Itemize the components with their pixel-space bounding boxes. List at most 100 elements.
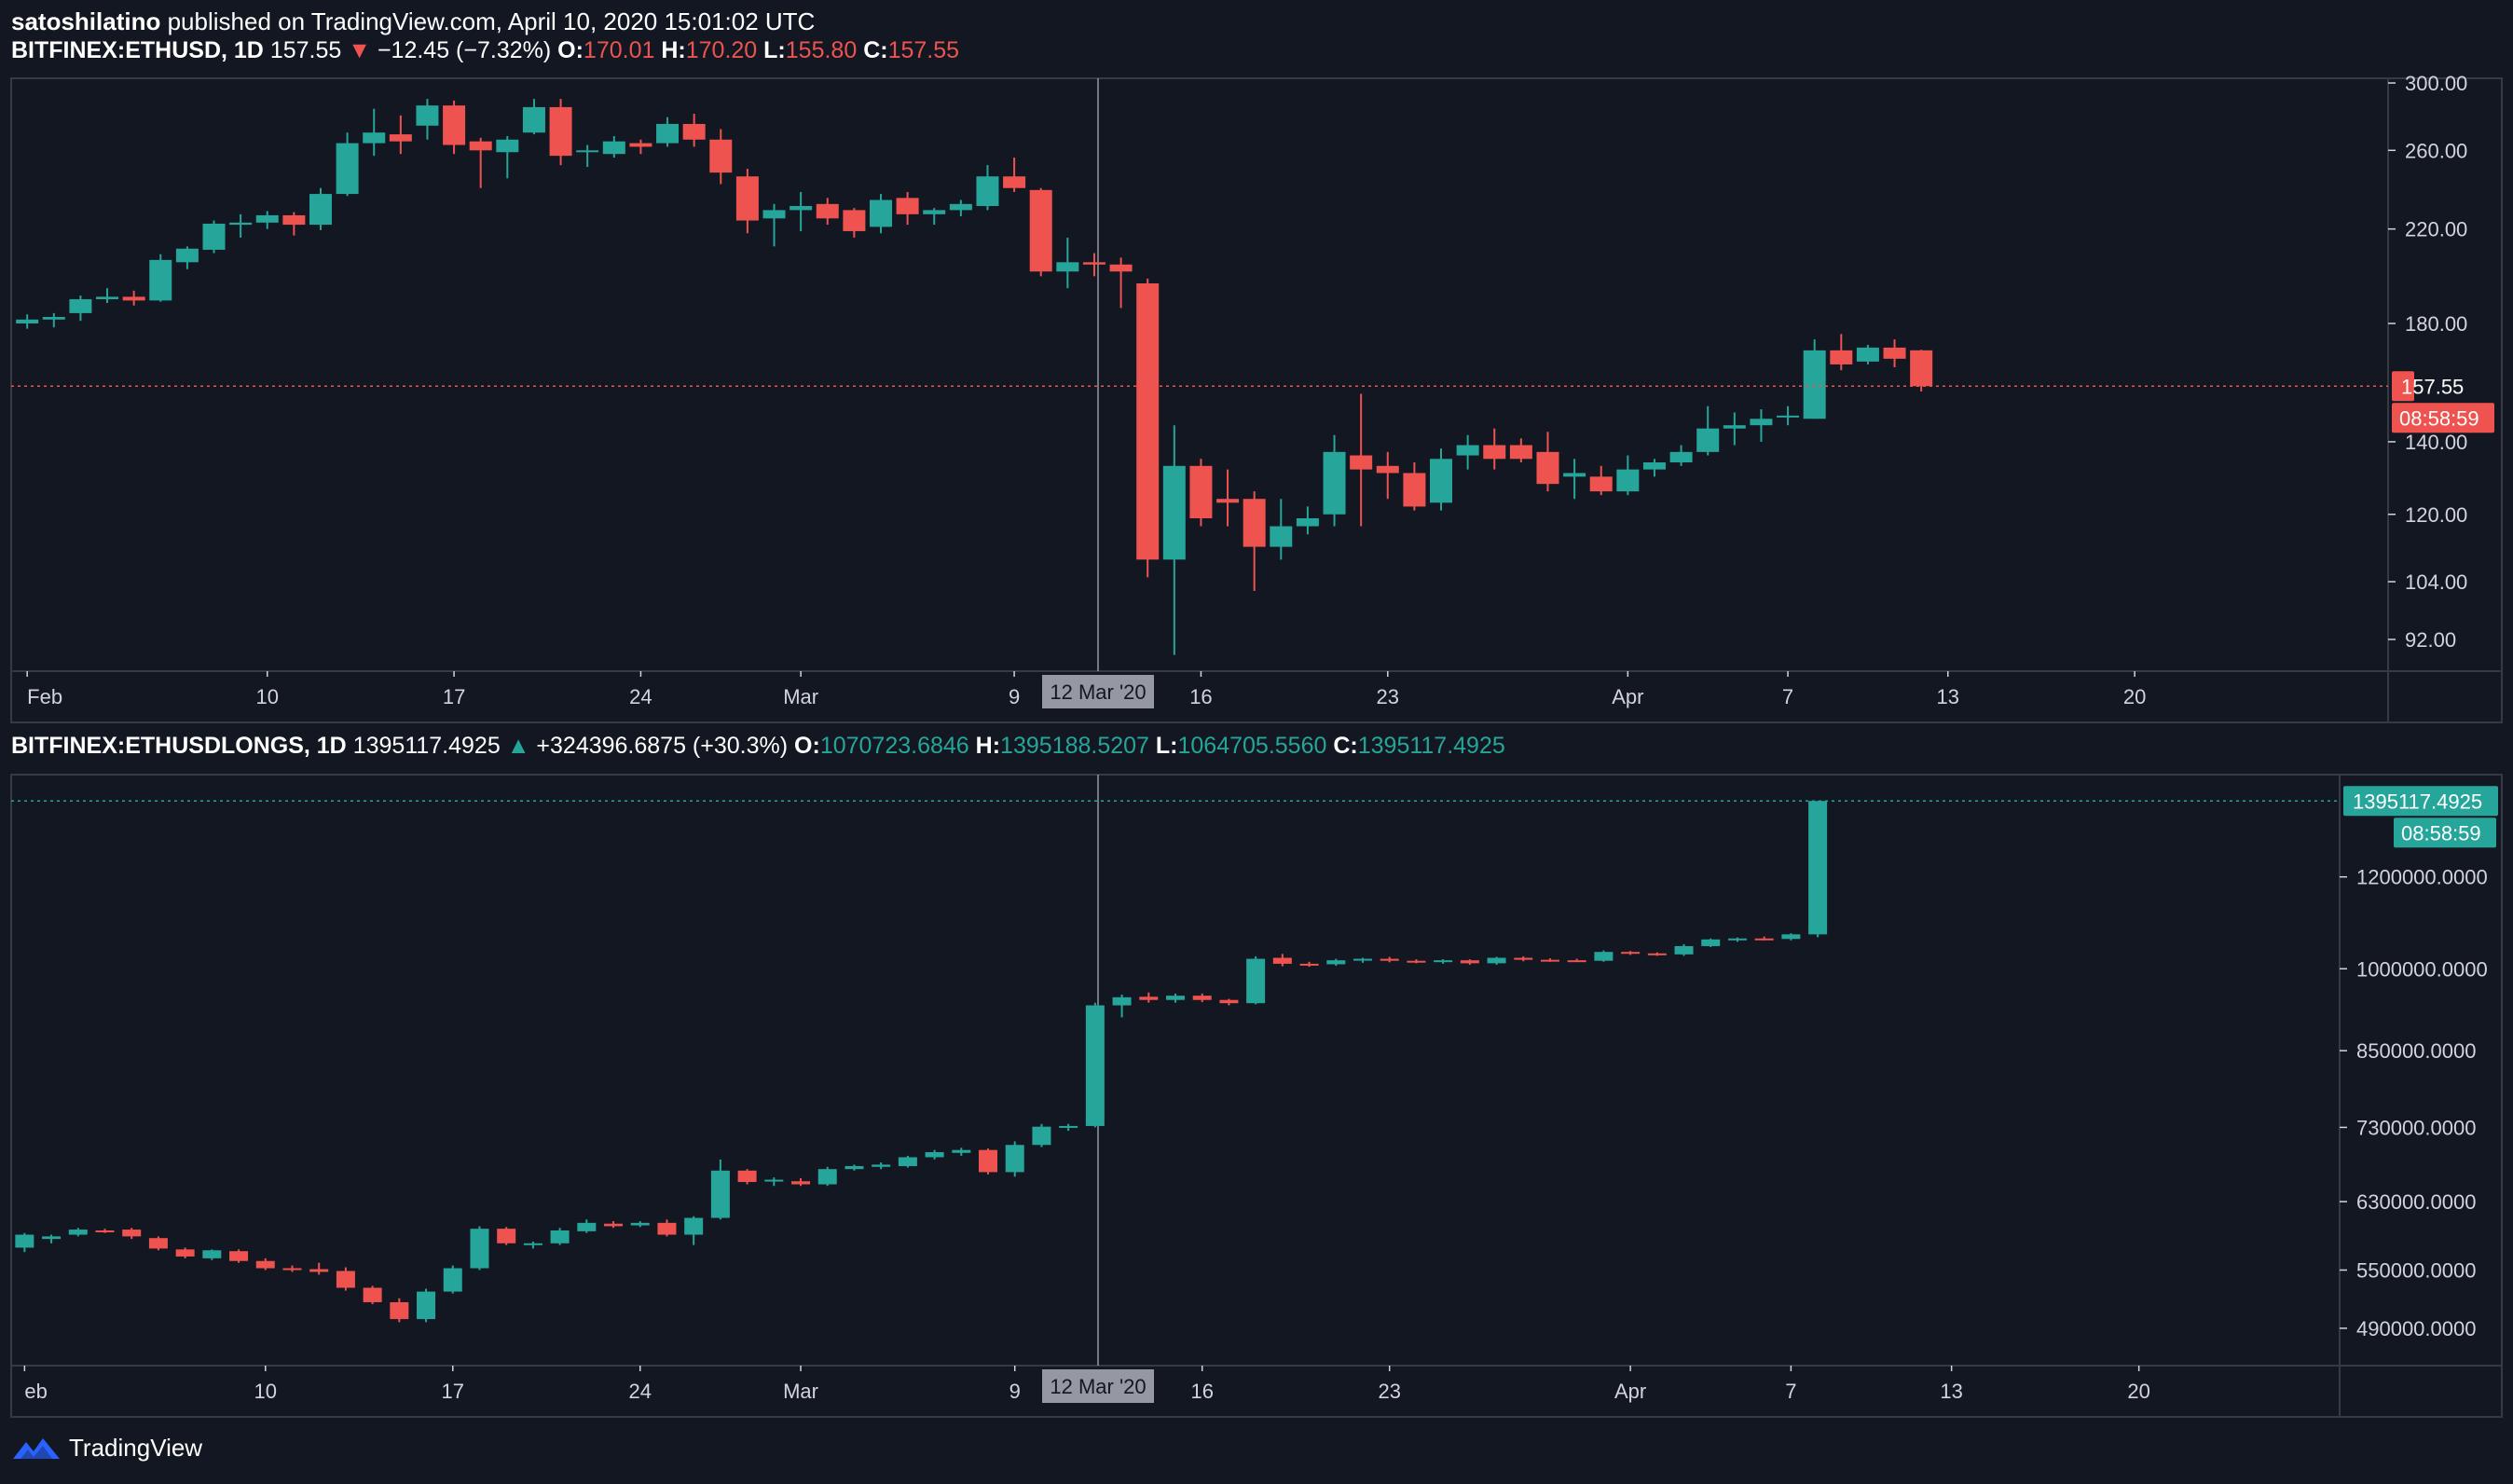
symbol-label[interactable]: BITFINEX:ETHUSD, 1D: [11, 37, 264, 63]
candle-body: [684, 1217, 704, 1235]
last-value: 1395117.4925: [352, 733, 501, 759]
candle-body: [1323, 451, 1346, 515]
x-tick-label: 16: [1190, 1380, 1213, 1403]
candle: [1407, 959, 1426, 964]
candle: [1085, 1002, 1105, 1128]
candle: [1727, 937, 1747, 942]
candle: [682, 114, 706, 147]
x-tick-label: 17: [442, 1380, 464, 1403]
candle-body: [1669, 451, 1693, 463]
close-value: 157.55: [887, 37, 960, 63]
candle: [762, 203, 786, 247]
candle-body: [1589, 476, 1613, 492]
candle-body: [336, 1271, 355, 1288]
candle-body: [96, 296, 119, 300]
candle-body: [1403, 473, 1426, 507]
candle: [336, 132, 359, 197]
candle: [175, 1247, 195, 1258]
candle: [96, 288, 119, 304]
low-value: 1064705.5560: [1177, 733, 1327, 759]
x-tick-label: 9: [1009, 685, 1020, 708]
symbol-label[interactable]: BITFINEX:ETHUSDLONGS, 1D: [11, 733, 347, 759]
x-tick-label: 23: [1378, 1380, 1400, 1403]
y-tick-label: 730000.0000: [2356, 1116, 2476, 1139]
candle-body: [1005, 1145, 1024, 1173]
tradingview-logo[interactable]: TradingView: [11, 1434, 202, 1463]
candle-body: [416, 105, 439, 126]
publish-text: published on TradingView.com, April 10, …: [167, 7, 816, 35]
x-tick-label: 17: [443, 685, 465, 708]
candle-body: [1139, 996, 1159, 1000]
y-tick-label: 1200000.0000: [2356, 866, 2488, 889]
candle: [1460, 959, 1479, 965]
x-tick-label: Mar: [783, 1380, 818, 1403]
candle-body: [1032, 1126, 1051, 1146]
x-tick-label: 24: [629, 685, 652, 708]
candle-body: [1376, 465, 1399, 474]
candle: [42, 1234, 62, 1244]
candle-body: [1219, 999, 1239, 1004]
y-tick-label: 300.00: [2405, 72, 2467, 95]
candle: [1380, 956, 1399, 963]
candle-body: [1723, 425, 1746, 429]
candle-body: [1567, 960, 1586, 963]
y-tick-label: 630000.0000: [2356, 1190, 2476, 1214]
x-tick-label: 20: [2123, 685, 2146, 708]
candle: [1589, 465, 1613, 496]
candle-body: [709, 139, 733, 173]
candle-body: [976, 176, 999, 207]
open-label: O:: [794, 733, 820, 759]
candle-body: [923, 210, 946, 214]
candle-body: [1910, 350, 1933, 387]
candle: [1750, 409, 1773, 442]
candle-body: [1460, 960, 1479, 964]
candle: [282, 212, 306, 236]
candle: [95, 1229, 115, 1233]
candle: [1487, 956, 1506, 965]
x-tick-label: 13: [1937, 685, 1959, 708]
candle: [1647, 952, 1667, 956]
crosshair-date-label: 12 Mar '20: [1050, 680, 1146, 704]
candle: [1803, 339, 1826, 419]
candle: [843, 208, 866, 238]
candle: [657, 1219, 677, 1237]
candle: [1430, 448, 1453, 511]
candle: [229, 213, 253, 238]
high-label: H:: [975, 733, 1001, 759]
y-tick-label: 1000000.0000: [2356, 957, 2488, 981]
candle: [1216, 469, 1240, 527]
candle: [336, 1267, 355, 1291]
candle-body: [896, 198, 919, 214]
candle: [496, 135, 519, 179]
candle-body: [1270, 526, 1293, 547]
author-name[interactable]: satoshilatino: [11, 7, 161, 35]
candle-body: [1216, 499, 1240, 503]
candle-body: [1647, 953, 1667, 955]
candle: [1272, 954, 1292, 967]
candle: [1192, 993, 1212, 1003]
candle: [1166, 993, 1185, 1003]
candle: [1509, 438, 1532, 463]
panel-border: [10, 774, 2341, 1418]
candle: [790, 191, 813, 231]
y-tick-label: 260.00: [2405, 139, 2467, 162]
price-tag: [2392, 371, 2414, 402]
x-tick-label: 9: [1009, 1380, 1021, 1403]
candle: [1483, 428, 1506, 470]
candle-body: [1380, 958, 1399, 961]
candle-body: [1483, 445, 1506, 460]
candle-body: [845, 1165, 864, 1170]
candle-body: [817, 1169, 837, 1185]
candle-body: [656, 123, 680, 144]
candle: [1830, 334, 1853, 371]
candle: [629, 139, 652, 155]
candle-body: [175, 248, 199, 263]
candle-body: [1803, 350, 1826, 419]
candle: [1540, 958, 1559, 962]
candle-body: [1594, 952, 1614, 961]
candle: [577, 1219, 597, 1233]
candle-body: [549, 106, 572, 157]
y-tick-label: 850000.0000: [2356, 1039, 2476, 1063]
candle: [148, 1236, 168, 1251]
